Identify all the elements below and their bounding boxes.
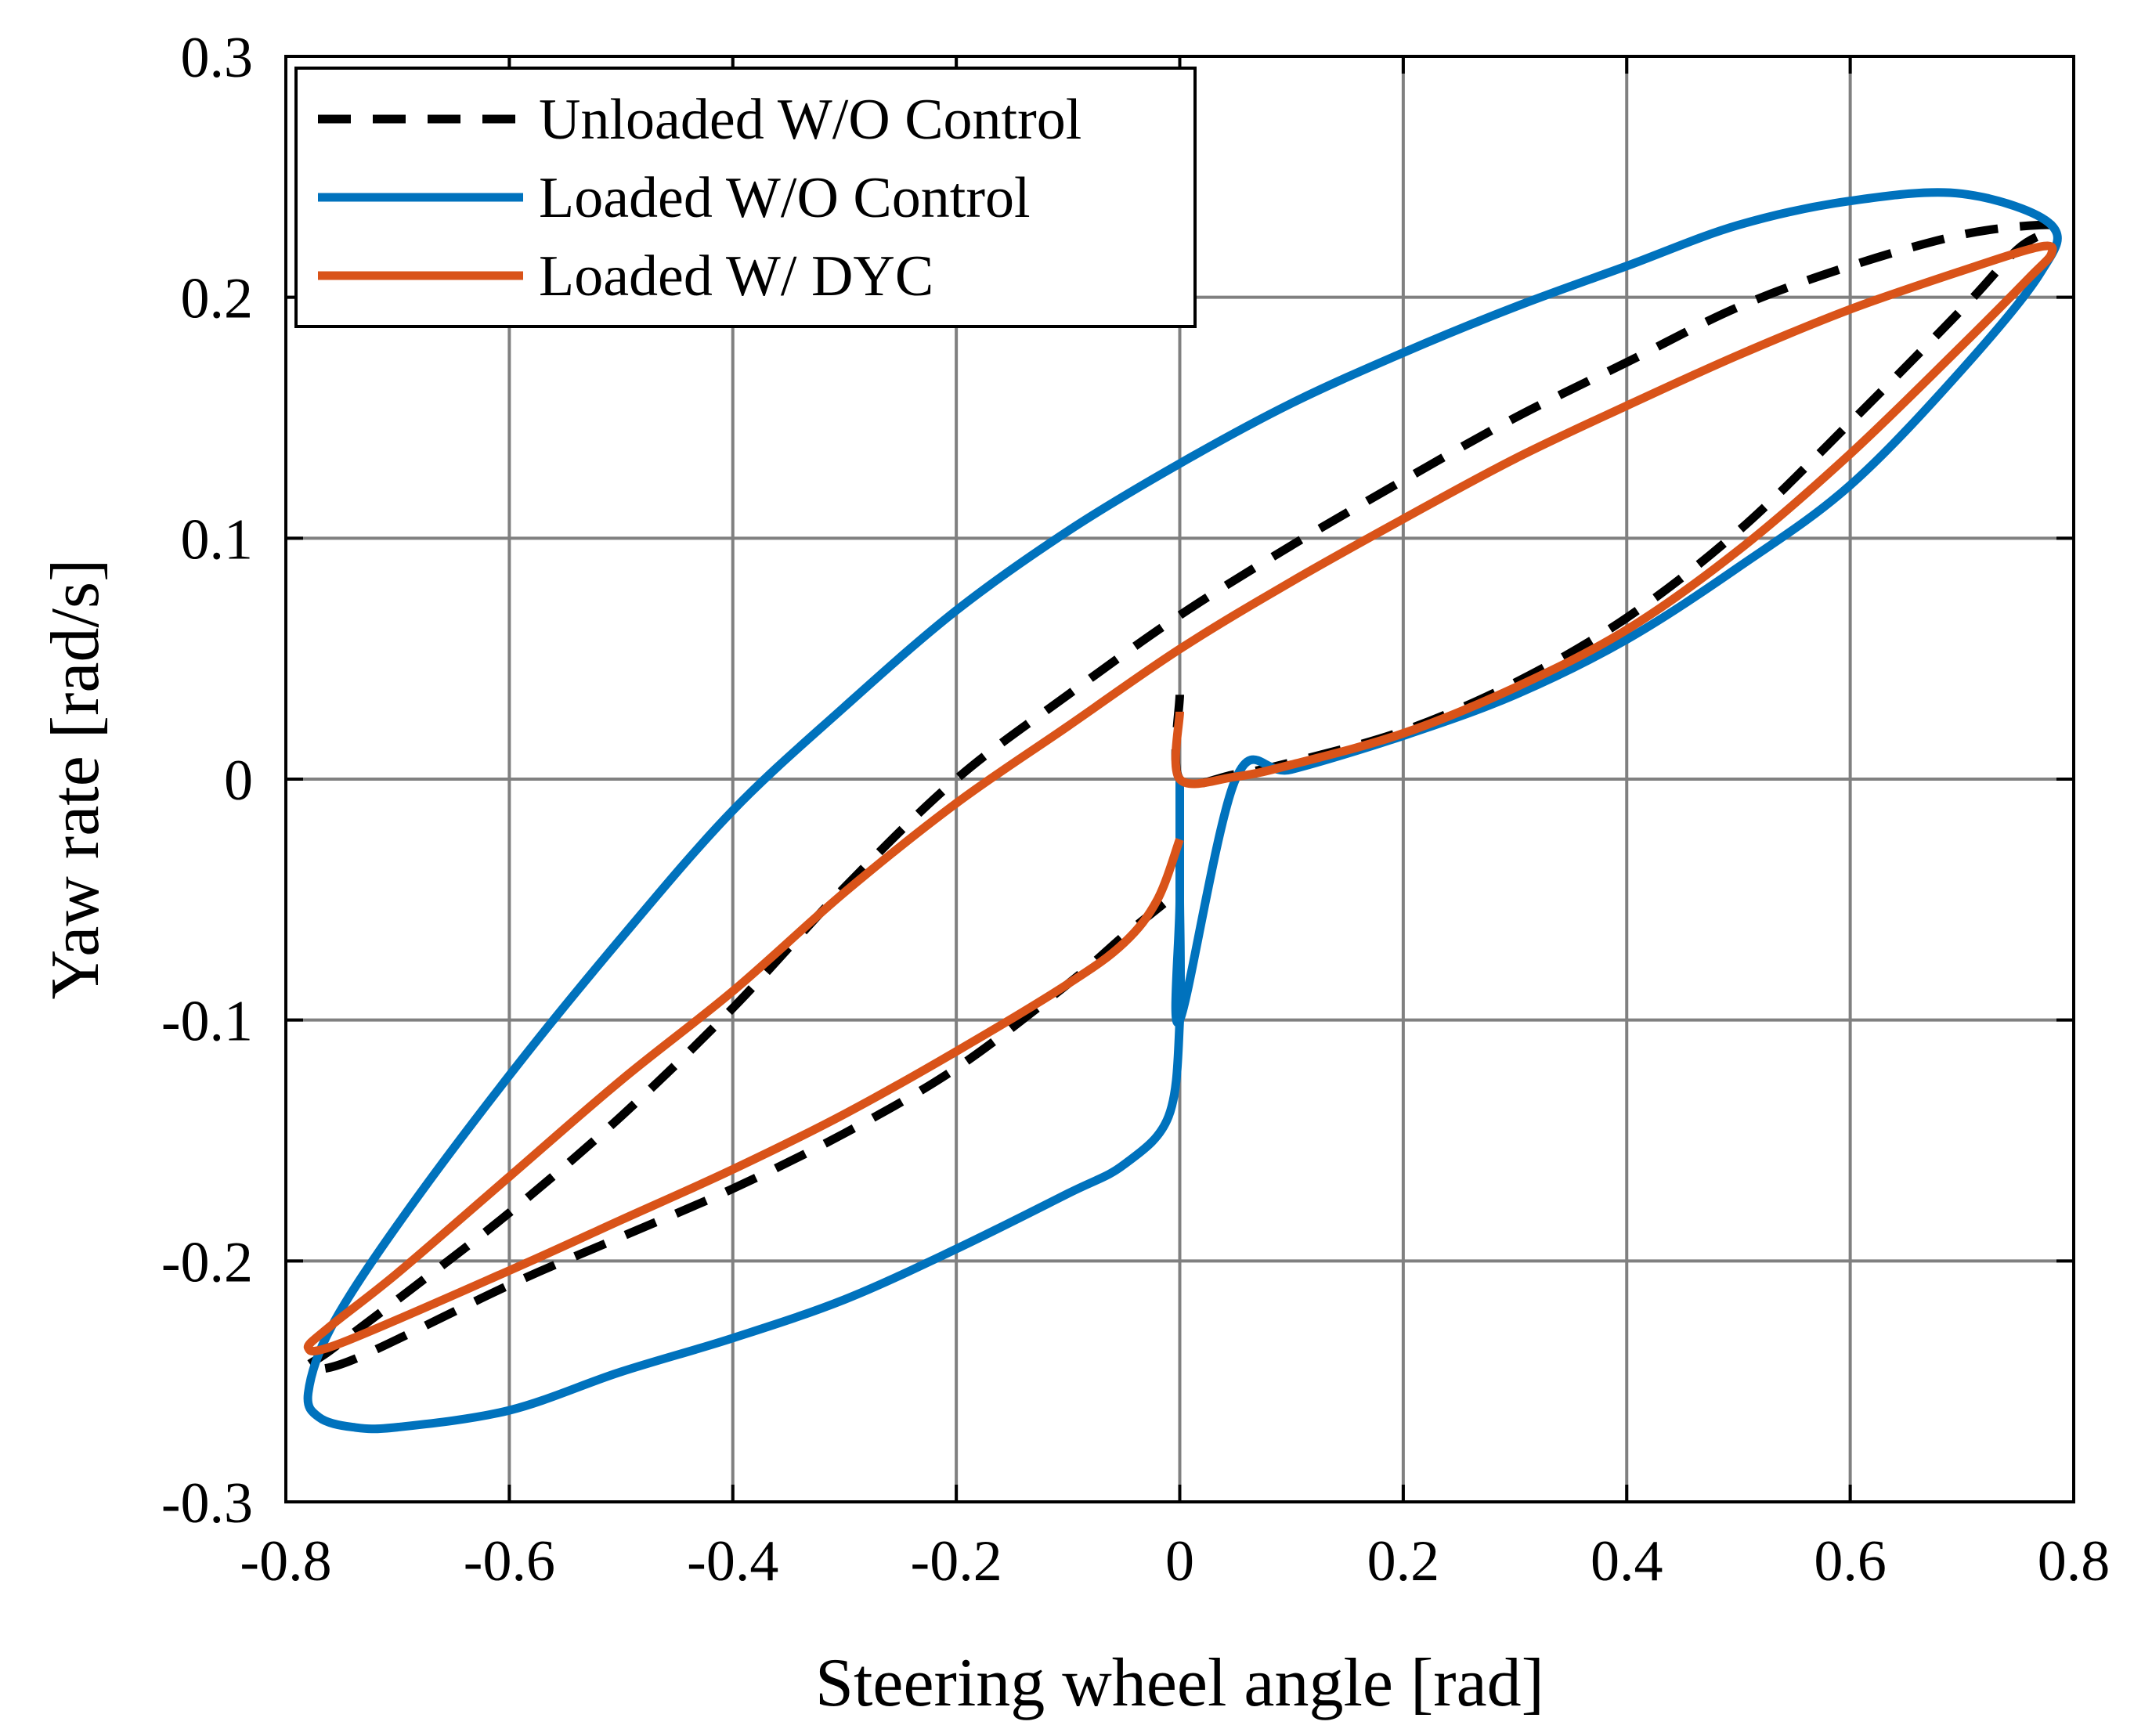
legend-label: Loaded W/O Control <box>539 166 1031 230</box>
legend-label: Unloaded W/O Control <box>539 88 1081 152</box>
x-tick-label: -0.4 <box>687 1529 778 1593</box>
x-tick-label: 0.8 <box>2038 1529 2111 1593</box>
series-line-loaded-w-dyc <box>303 241 2057 1355</box>
y-tick-label: 0 <box>224 749 253 813</box>
y-tick-label: 0.1 <box>181 507 254 572</box>
series-line-loaded-w-o-control <box>303 188 2062 1434</box>
y-tick-label: 0.2 <box>181 267 254 331</box>
x-tick-label: 0.2 <box>1367 1529 1440 1593</box>
x-tick-label: 0.6 <box>1814 1529 1887 1593</box>
legend-label: Loaded W/ DYC <box>539 244 933 309</box>
x-tick-label: -0.6 <box>464 1529 555 1593</box>
series-line-unloaded-w-o-control <box>303 220 2058 1373</box>
y-axis-title: Yaw rate [rad/s] <box>38 559 114 1000</box>
y-tick-label: -0.1 <box>161 990 253 1054</box>
x-tick-label: -0.2 <box>911 1529 1002 1593</box>
tick-labels: -0.8 -0.6 -0.4 -0.2 0 0.2 0.4 0.6 0.8 -0.3 -0.2 -0.… <box>161 26 2110 1593</box>
legend: Unloaded W/O Control Loaded W/O Control Lo… <box>294 67 1197 328</box>
x-axis-title: Steering wheel angle [rad] <box>815 1645 1544 1721</box>
x-tick-label: 0 <box>1165 1529 1194 1593</box>
x-tick-label: 0.4 <box>1591 1529 1663 1593</box>
x-tick-label: -0.8 <box>240 1529 331 1593</box>
legend-items: Unloaded W/O Control Loaded W/O Control Lo… <box>318 88 1081 309</box>
series-layer <box>303 188 2062 1434</box>
y-tick-label: -0.3 <box>161 1471 253 1536</box>
y-tick-label: 0.3 <box>181 26 254 90</box>
y-tick-label: -0.2 <box>161 1230 253 1294</box>
